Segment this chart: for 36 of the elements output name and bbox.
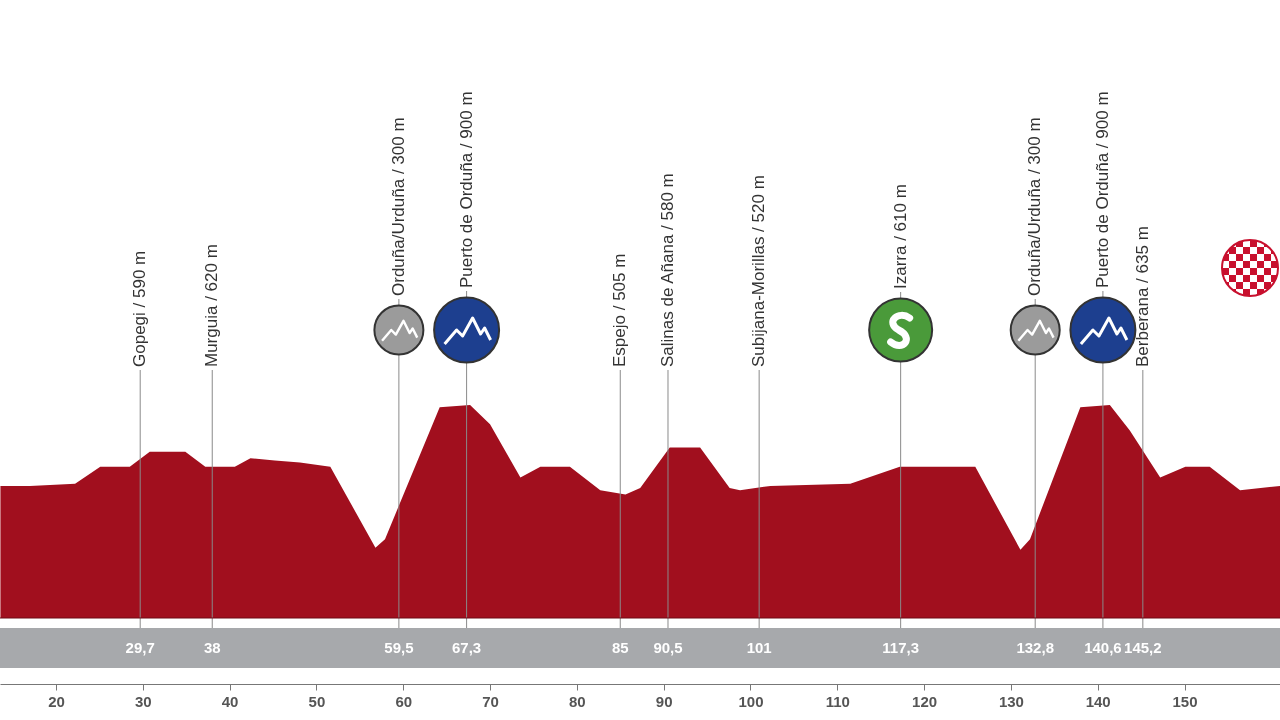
text: 132,8: [1016, 639, 1054, 656]
text: 90,5: [653, 639, 683, 656]
ref-line-label: Puerto de Orduña / 900 m: [456, 91, 476, 288]
x-tick-label: 150: [1172, 692, 1198, 710]
x-tick-label: 140: [1085, 692, 1111, 710]
ref-line-label: Gopegi / 590 m: [130, 250, 150, 367]
text: 38: [203, 639, 221, 656]
x-tick-label: 70: [482, 692, 499, 710]
ref-line-label: Salinas de Añana / 580 m: [658, 173, 677, 367]
ref-line-label: Murguia / 620 m: [202, 244, 222, 367]
ref-line-label: Orduña/Urduña / 300 m: [388, 117, 408, 296]
text: 117,3: [882, 639, 919, 656]
x-tick-label: 90: [655, 692, 673, 710]
x-tick-label: 80: [569, 692, 586, 710]
text: 85: [611, 639, 629, 656]
x-tick-label: 50: [308, 692, 326, 710]
ref-line-label: Izarra / 610 m: [890, 184, 910, 289]
text: 101: [746, 639, 772, 656]
ref-line-label: Orduña/Urduña / 300 m: [1025, 117, 1045, 296]
text: 145,2: [1124, 639, 1162, 656]
ref-line-label: Espejo / 505 m: [610, 253, 630, 367]
text: 67,3: [452, 639, 482, 656]
x-tick-label: 110: [825, 692, 850, 710]
x-tick-label: 20: [48, 692, 65, 710]
ref-line-label: Subijana-Morillas / 520 m: [749, 175, 769, 367]
ref-line-label: Puerto de Orduña / 900 m: [1092, 91, 1112, 288]
x-tick-label: 120: [912, 692, 938, 710]
text: 29,7: [125, 639, 155, 656]
x-tick-label: 130: [998, 692, 1024, 710]
x-tick-label: 60: [395, 692, 413, 710]
text: 140,6: [1084, 639, 1122, 656]
x-tick-label: 40: [221, 692, 239, 710]
ref-line-label: Berberana / 635 m: [1132, 226, 1152, 367]
x-tick-label: 30: [134, 692, 152, 710]
text: 59,5: [384, 639, 414, 656]
x-tick-label: 100: [738, 692, 764, 710]
